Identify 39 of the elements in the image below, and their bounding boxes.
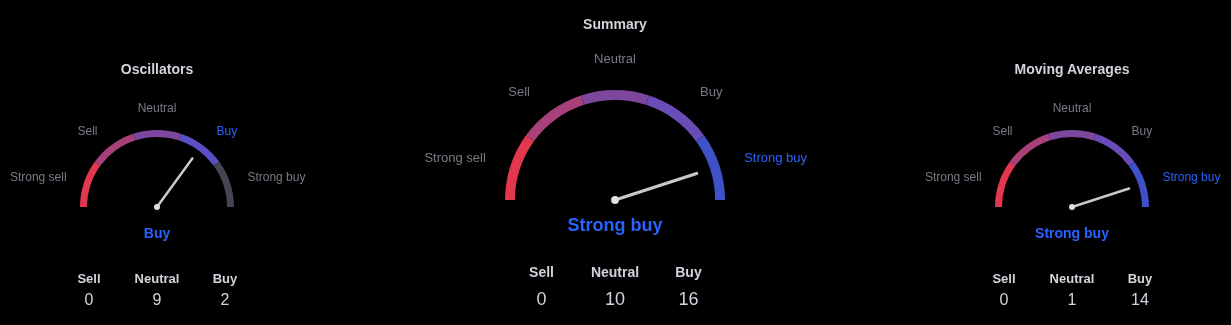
- slice-label: Buy: [1131, 123, 1153, 138]
- slice-label: Neutral: [594, 50, 637, 66]
- slice-label: Strong buy: [247, 170, 306, 185]
- text: Sell: [529, 263, 555, 280]
- text: Buy: [1127, 270, 1154, 286]
- text: Neutral: [1049, 270, 1095, 286]
- text: 0: [84, 291, 94, 309]
- text: Sell: [992, 270, 1016, 286]
- text: Neutral: [590, 263, 640, 280]
- slice-label: Strong buy: [1162, 170, 1221, 185]
- text: Buy: [212, 270, 239, 286]
- text: 10: [604, 288, 626, 309]
- text: 16: [678, 288, 699, 309]
- slice-label: Strong buy: [744, 150, 808, 166]
- slice-label: Neutral: [1052, 100, 1092, 115]
- text: Sell: [77, 270, 101, 286]
- slice-label: Sell: [77, 123, 98, 138]
- slice-label: Strong sell: [424, 150, 486, 166]
- chart-title: Moving Averages: [1014, 60, 1130, 77]
- chart-title: Oscillators: [120, 60, 194, 77]
- slice-label: Buy: [216, 123, 238, 138]
- chart-title: Summary: [583, 15, 648, 32]
- slice-label: Sell: [508, 83, 531, 99]
- text: Buy: [675, 263, 702, 280]
- slice-label: Strong sell: [924, 170, 982, 185]
- slice-label: Buy: [700, 83, 723, 99]
- text: Buy: [143, 224, 171, 241]
- text: Neutral: [134, 270, 180, 286]
- text: Strong buy: [567, 214, 663, 235]
- text: 0: [999, 291, 1009, 309]
- slice-label: Sell: [992, 123, 1013, 138]
- slice-label: Strong sell: [9, 170, 67, 185]
- slice-label: Neutral: [137, 100, 177, 115]
- text: Strong buy: [1035, 224, 1110, 241]
- text: 1: [1067, 291, 1077, 309]
- text: 14: [1131, 291, 1149, 309]
- text: 2: [220, 291, 230, 309]
- text: 0: [536, 288, 547, 309]
- text: 9: [152, 291, 162, 309]
